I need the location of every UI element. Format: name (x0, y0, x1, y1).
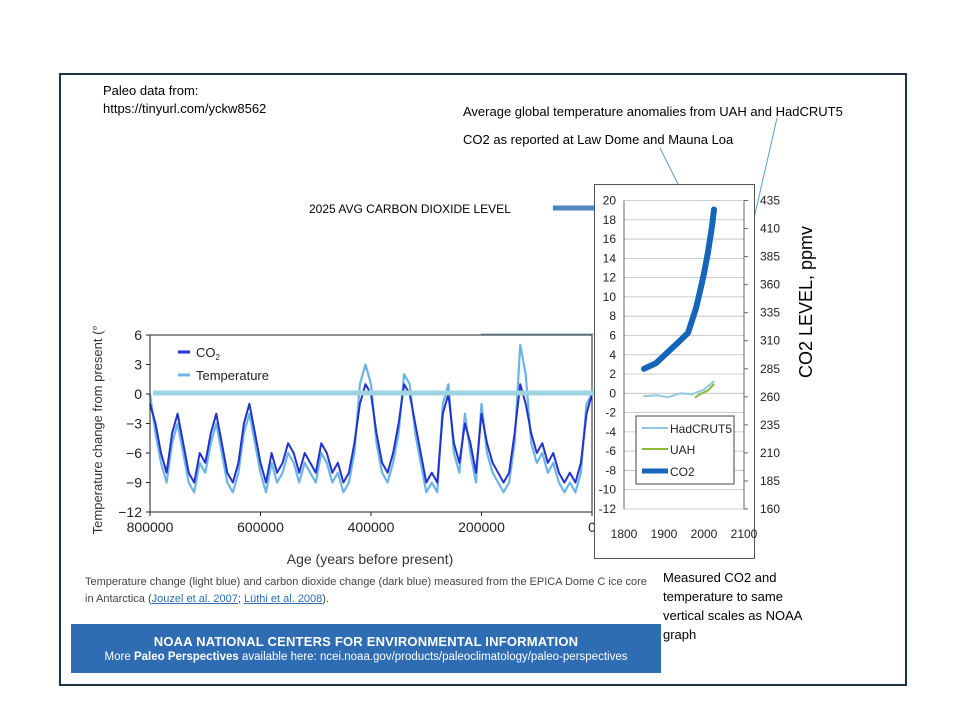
modern-y2tick-label: 210 (760, 446, 780, 460)
modern-ytick-label: -4 (605, 425, 616, 439)
modern-xtick-label: 1900 (651, 527, 678, 541)
paleo-ytick-label: −3 (126, 416, 142, 432)
banner-title: NOAA NATIONAL CENTERS FOR ENVIRONMENTAL … (153, 634, 579, 649)
modern-y2tick-label: 385 (760, 250, 780, 264)
paleo-xtick-label: 0 (588, 519, 596, 535)
paleo-xlabel: Age (years before present) (287, 551, 454, 567)
paleo-ytick-label: 3 (134, 357, 142, 373)
legend-hadcrut-label: HadCRUT5 (670, 422, 732, 436)
ref-luthi-link[interactable]: Lüthi et al. 2008 (244, 593, 323, 605)
paleo-series-temperature (148, 343, 593, 494)
modern-series-co2 (641, 206, 717, 372)
modern-ytick-label: 0 (609, 386, 616, 400)
modern-y2tick-label: 235 (760, 418, 780, 432)
modern-ytick-label: -2 (605, 406, 616, 420)
modern-y2tick-label: 360 (760, 278, 780, 292)
legend-temp-label: Temperature (196, 368, 269, 383)
modern-ytick-label: 10 (603, 290, 617, 304)
modern-y2tick-label: 260 (760, 390, 780, 404)
modern-xtick-label: 2000 (691, 527, 718, 541)
caption-sep: ; (237, 593, 244, 605)
co2-axis-label: CO2 LEVEL, ppmv (796, 226, 816, 378)
paleo-xtick-label: 600000 (237, 519, 284, 535)
modern-y2tick-label: 435 (760, 194, 780, 208)
modern-ytick-label: 4 (609, 348, 616, 362)
legend-uah-label: UAH (670, 443, 695, 457)
paleo-ytick-label: −12 (118, 504, 142, 520)
ref-jouzel-link[interactable]: Jouzel et al. 2007 (151, 593, 238, 605)
paleo-legend: CO2 Temperature (178, 345, 269, 383)
modern-ytick-label: -6 (605, 444, 616, 458)
modern-ytick-label: -10 (599, 483, 617, 497)
paleo-xtick-label: 800000 (127, 519, 174, 535)
modern-legend: HadCRUT5 UAH CO2 (635, 415, 735, 485)
source-note-url: https://tinyurl.com/yckw8562 (103, 101, 267, 116)
modern-series-hadcrut5 (643, 380, 715, 399)
modern-ytick-label: -8 (605, 463, 616, 477)
avg-2025-annotation: 2025 AVG CARBON DIOXIDE LEVEL (309, 202, 511, 216)
paleo-ytick-label: 6 (134, 327, 142, 343)
measured-note: Measured CO2 and temperature to same ver… (663, 570, 802, 642)
modern-ytick-label: 8 (609, 309, 616, 323)
legend-co2-modern-label: CO2 (670, 465, 695, 479)
modern-ytick-label: 18 (603, 213, 617, 227)
co2-reported-annotation: CO2 as reported at Law Dome and Mauna Lo… (463, 132, 734, 147)
banner-subtitle: More Paleo Perspectives available here: … (71, 651, 661, 663)
modern-chart: 20181614121086420-2-4-6-8-10-12435410385… (594, 184, 816, 559)
modern-y2tick-label: 285 (760, 362, 780, 376)
slide-frame (59, 73, 907, 686)
paleo-xtick-label: 200000 (458, 519, 505, 535)
paleo-ylabel: Temperature change from present (°C) (90, 325, 105, 534)
noaa-banner: NOAA NATIONAL CENTERS FOR ENVIRONMENTAL … (71, 624, 661, 673)
paleo-xtick-label: 400000 (348, 519, 395, 535)
modern-ytick-label: 6 (609, 328, 616, 342)
modern-series-uah (694, 383, 715, 399)
banner-pre: More (104, 651, 134, 663)
paleo-ylabel-text: Temperature change from present (°C) (90, 325, 105, 534)
paleo-ytick-label: 0 (134, 386, 142, 402)
modern-ytick-label: 16 (603, 232, 617, 246)
modern-y2tick-label: 410 (760, 222, 780, 236)
legend-co2-label: CO2 (196, 345, 221, 362)
paleo-ytick-label: −9 (126, 475, 142, 491)
temp-anomalies-annotation: Average global temperature anomalies fro… (463, 104, 843, 119)
modern-y2tick-label: 160 (760, 502, 780, 516)
caption-main: Temperature change (light blue) and carb… (85, 576, 647, 605)
modern-y2tick-label: 310 (760, 334, 780, 348)
banner-bold: Paleo Perspectives (133, 651, 239, 663)
modern-ytick-label: -12 (599, 502, 617, 516)
modern-y2tick-label: 185 (760, 474, 780, 488)
modern-ytick-label: 2 (609, 367, 616, 381)
source-note-line1: Paleo data from: (103, 83, 199, 98)
modern-ytick-label: 20 (603, 194, 617, 208)
modern-xtick-label: 1800 (611, 527, 638, 541)
paleo-plot-area (149, 334, 593, 513)
modern-chart-border (594, 184, 755, 559)
modern-y2tick-label: 335 (760, 306, 780, 320)
modern-xtick-label: 2100 (731, 527, 758, 541)
modern-ytick-label: 12 (603, 271, 617, 285)
caption-end: ). (322, 593, 330, 605)
modern-ytick-label: 14 (603, 251, 617, 265)
noaa-caption: Temperature change (light blue) and carb… (85, 574, 655, 608)
banner-post: available here: ncei.noaa.gov/products/p… (238, 651, 628, 663)
paleo-ytick-label: −6 (126, 445, 142, 461)
